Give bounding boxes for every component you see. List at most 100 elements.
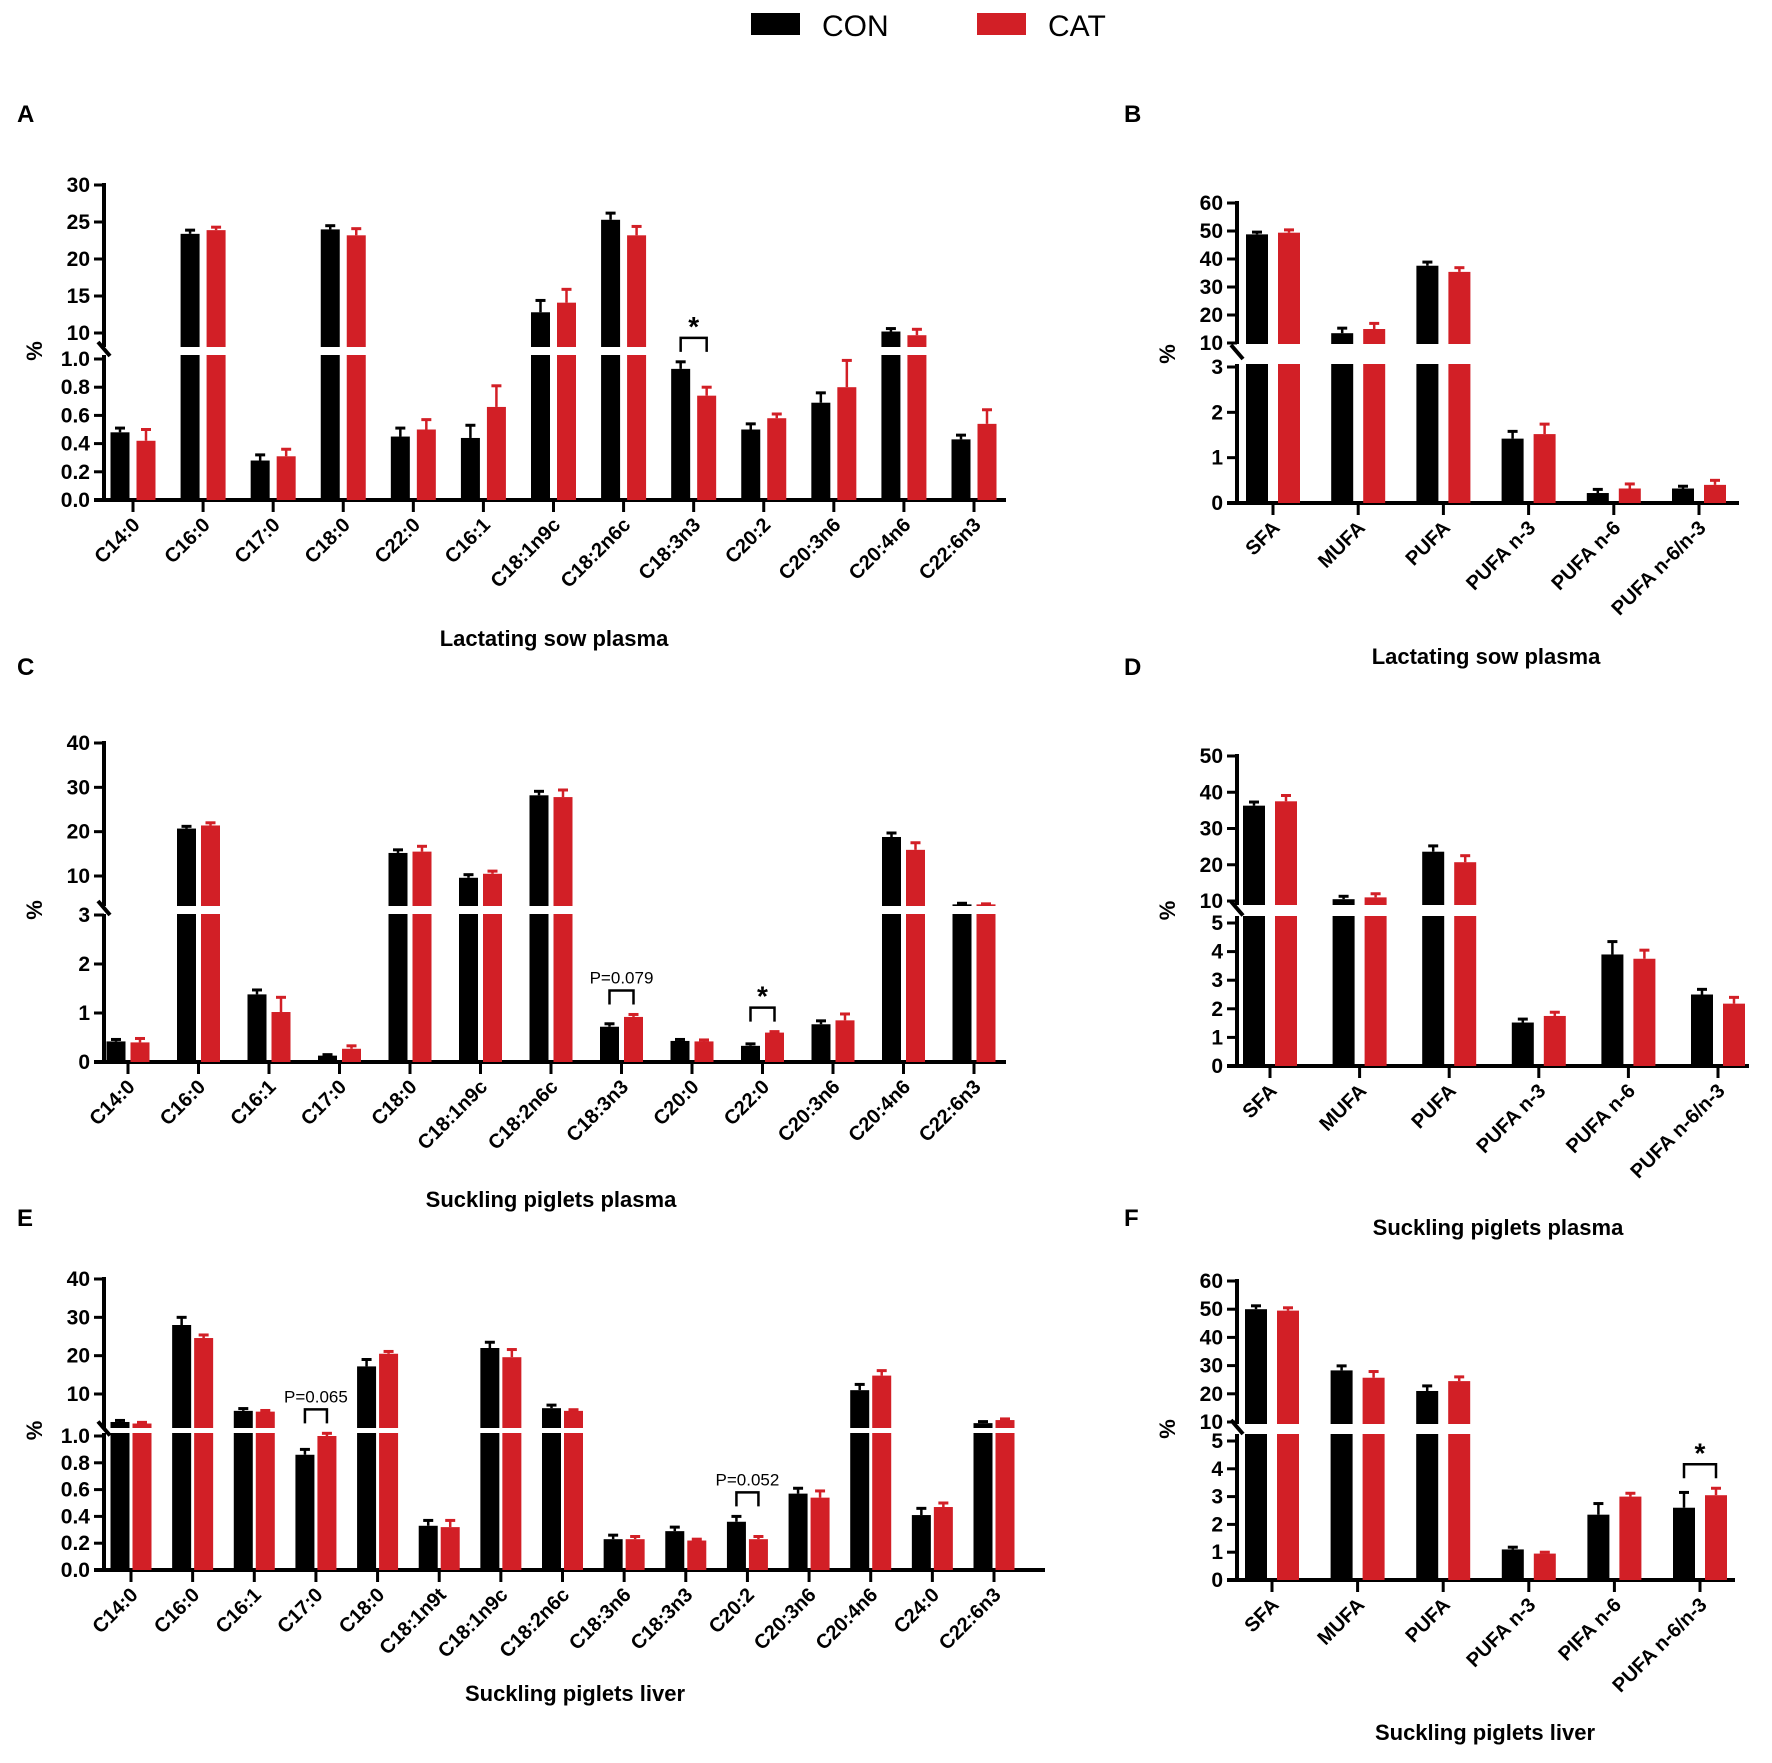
panel-f: F% 10 20 30 40 50 60 0 1 2 3 4 5 SFA MUFA PUFA PUFA n-3 P…	[1124, 1205, 1735, 1745]
y-tick-label-upper: 50	[1200, 745, 1223, 768]
x-tick-label: MUFA	[1314, 1594, 1370, 1650]
bar-con	[1586, 493, 1609, 503]
x-tick-label: SFA	[1240, 1594, 1283, 1637]
p-value-label: P=0.052	[716, 1470, 780, 1489]
bar-cat	[342, 1048, 361, 1062]
bar-cat-lower	[1275, 916, 1297, 1066]
y-tick-label-lower: 0.6	[61, 1479, 90, 1502]
bar-cat-lower	[255, 1433, 275, 1570]
category-group: SFA	[1240, 1304, 1299, 1637]
bar-con-lower	[1243, 916, 1265, 1066]
bar-con	[1587, 1514, 1610, 1580]
panel-letter: C	[17, 654, 34, 681]
category-group: PUFA n-3	[1472, 1010, 1566, 1158]
bar-cat-upper	[995, 1420, 1015, 1428]
bar-cat-lower	[1278, 364, 1300, 503]
y-tick-label-upper: 30	[1200, 1355, 1223, 1378]
bar-cat-lower	[907, 355, 927, 500]
x-tick-label: C18:3n3	[635, 514, 706, 585]
bar-con-lower	[1246, 364, 1268, 503]
x-tick-label: C18:1n9c	[414, 1076, 492, 1154]
bar-cat-upper	[1275, 801, 1297, 905]
y-axis-label: %	[1155, 344, 1180, 364]
bar-con-upper	[172, 1325, 192, 1428]
bar-cat	[1543, 1015, 1566, 1066]
x-tick-label: C17:0	[231, 514, 285, 568]
bar-con	[1672, 488, 1694, 503]
x-tick-label: SFA	[1238, 1080, 1281, 1123]
axis-break-mark	[96, 1420, 112, 1437]
bar-con	[951, 439, 971, 500]
x-tick-label: C18:3n6	[565, 1584, 636, 1655]
x-tick-label: MUFA	[1314, 517, 1370, 573]
bar-cat	[687, 1540, 707, 1570]
bar-con-lower	[459, 914, 478, 1062]
bar-con-lower	[233, 1433, 253, 1570]
panel-letter: A	[17, 101, 34, 128]
y-tick-label-lower: 0	[1211, 1569, 1223, 1592]
y-axis-label: %	[22, 1421, 47, 1441]
bar-con-lower	[320, 355, 340, 500]
category-group: C18:3n3	[562, 1012, 643, 1147]
category-group: C17:0	[273, 1431, 337, 1638]
bar-cat-upper	[564, 1410, 583, 1428]
x-tick-label: MUFA	[1316, 1080, 1372, 1136]
x-tick-label: C22:6n3	[935, 1584, 1006, 1655]
y-tick-label-upper: 20	[67, 1345, 90, 1368]
y-tick-label-lower: 5	[1211, 912, 1223, 935]
y-tick-label-upper: 30	[67, 174, 90, 197]
category-group: C14:0	[85, 1036, 150, 1130]
bar-con-upper	[531, 312, 550, 347]
bar-cat-upper	[627, 235, 647, 347]
category-group: C20:3n6	[774, 1012, 855, 1147]
category-group: MUFA	[1314, 321, 1386, 573]
y-tick-label-upper: 30	[67, 776, 90, 799]
bar-con-upper	[1245, 1309, 1267, 1424]
significance-star: *	[757, 981, 768, 1012]
bar-con-upper	[542, 1408, 561, 1428]
x-tick-label: C14:0	[88, 1584, 142, 1638]
x-tick-label: PUFA	[1401, 1594, 1454, 1647]
x-tick-label: C14:0	[90, 514, 144, 568]
bar-cat	[810, 1497, 830, 1570]
y-tick-label-lower: 0	[1211, 492, 1223, 515]
bar-cat-lower	[206, 355, 226, 500]
category-group: C14:0	[88, 1418, 152, 1638]
x-tick-label: C16:1	[226, 1076, 280, 1130]
y-tick-label-upper: 60	[1200, 192, 1223, 215]
category-group: PUFA	[1407, 844, 1477, 1133]
category-group: C16:0	[156, 821, 220, 1130]
x-tick-label: PUFA n-6	[1562, 1080, 1640, 1158]
p-value-label: P=0.065	[284, 1387, 348, 1406]
category-group: PUFA n-6	[1562, 940, 1656, 1158]
significance-bracket	[749, 1006, 776, 1022]
bar-cat-lower	[194, 1433, 214, 1570]
x-tick-label: C18:0	[335, 1584, 389, 1638]
significance-star: *	[688, 311, 699, 342]
bar-cat-upper	[557, 302, 576, 347]
x-tick-label: C18:0	[367, 1076, 421, 1130]
x-tick-label: PIFA n-6	[1554, 1594, 1626, 1666]
bar-con	[911, 1515, 931, 1570]
bar-cat	[1633, 958, 1656, 1066]
bar-con	[603, 1539, 623, 1570]
bar-cat-lower	[627, 355, 647, 500]
category-group: C16:0	[150, 1315, 214, 1638]
y-tick-label-lower: 0.4	[61, 1505, 91, 1528]
bar-con-upper	[320, 229, 340, 347]
bar-con-lower	[480, 1433, 500, 1570]
x-tick-label: C16:0	[156, 1076, 210, 1130]
bar-con-lower	[531, 355, 550, 500]
category-group: C17:0	[231, 447, 296, 568]
bar-con	[295, 1454, 315, 1570]
bar-con-upper	[388, 852, 408, 906]
bar-con	[318, 1055, 337, 1062]
y-axis-label: %	[22, 341, 47, 361]
bar-cat-upper	[379, 1353, 399, 1428]
bar-con-upper	[1422, 851, 1445, 905]
y-tick-label-upper: 10	[1200, 1411, 1223, 1434]
category-group: C22:6n3	[915, 408, 997, 585]
bar-con-lower	[172, 1433, 192, 1570]
